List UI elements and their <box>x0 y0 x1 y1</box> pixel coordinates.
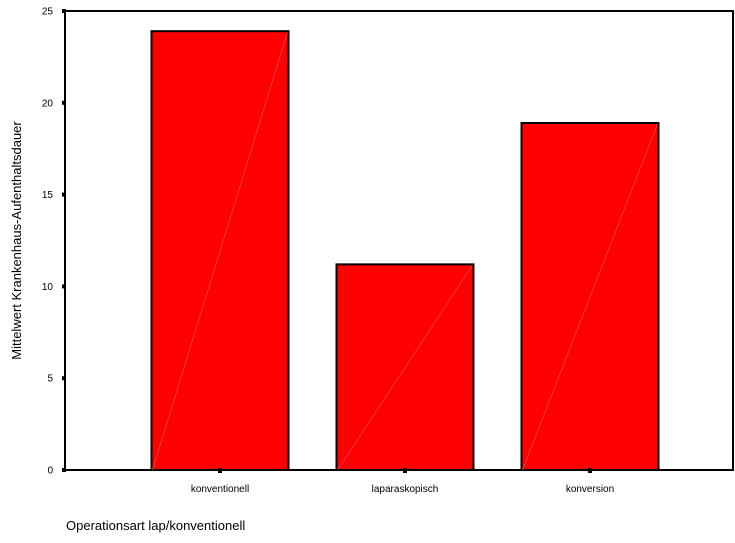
y-tick-mark <box>62 100 66 105</box>
y-tick-label: 10 <box>42 282 54 293</box>
x-tick-label: konventionell <box>191 484 249 495</box>
bar-hatch-line <box>337 265 473 471</box>
x-tick-mark <box>403 468 407 473</box>
y-tick-label: 25 <box>42 7 54 18</box>
bar-konventionell <box>150 30 290 471</box>
y-tick-mark <box>62 192 66 197</box>
y-tick-label: 20 <box>42 98 54 109</box>
x-tick-mark <box>588 468 592 473</box>
y-tick-mark <box>62 284 66 289</box>
y-tick-label: 5 <box>47 374 53 385</box>
x-axis-title: Operationsart lap/konventionell <box>66 518 245 533</box>
y-axis: 0 5 10 15 20 25 <box>42 7 66 477</box>
bars-group <box>150 30 660 472</box>
y-tick-label: 15 <box>42 190 54 201</box>
y-tick-mark <box>62 9 66 13</box>
y-tick-label: 0 <box>47 466 53 477</box>
bar-hatch-line <box>522 123 658 471</box>
x-tick-label: laparaskopisch <box>372 484 439 495</box>
y-tick-mark <box>62 468 66 472</box>
x-tick-mark <box>218 468 222 473</box>
x-tick-label: konversion <box>566 484 614 495</box>
bar-hatch-line <box>152 32 288 471</box>
y-axis-title: Mittelwert Krankenhaus-Aufenthaltsdauer <box>9 121 24 360</box>
y-tick-mark <box>62 376 66 381</box>
x-axis: konventionell laparaskopisch konversion <box>191 468 614 495</box>
